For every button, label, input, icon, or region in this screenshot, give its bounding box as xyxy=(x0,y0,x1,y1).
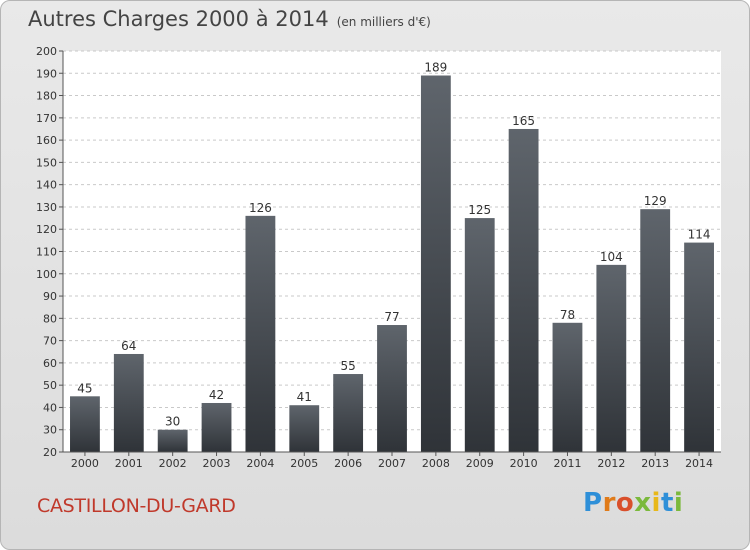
bar-2004 xyxy=(245,215,276,452)
y-tick-label: 160 xyxy=(36,134,57,147)
bar-2002 xyxy=(157,429,188,452)
data-label: 125 xyxy=(468,203,491,217)
x-tick-label: 2009 xyxy=(466,457,494,470)
x-tick-label: 2001 xyxy=(115,457,143,470)
bar-2000 xyxy=(70,396,100,452)
x-tick-label: 2002 xyxy=(159,457,187,470)
data-label: 104 xyxy=(600,250,623,264)
y-tick-label: 80 xyxy=(43,312,57,325)
bar-2010 xyxy=(508,128,539,452)
logo-letter: i xyxy=(673,488,684,518)
proxiti-logo: Proxiti xyxy=(583,488,683,518)
data-label: 114 xyxy=(688,228,711,242)
location-name: CASTILLON-DU-GARD xyxy=(37,495,236,517)
data-label: 55 xyxy=(340,359,355,373)
data-label: 30 xyxy=(165,415,180,429)
y-tick-label: 40 xyxy=(43,401,57,414)
data-label: 64 xyxy=(121,339,136,353)
logo-letter: r xyxy=(602,488,616,518)
y-tick-label: 180 xyxy=(36,90,57,103)
y-tick-label: 110 xyxy=(36,246,57,259)
y-tick-label: 130 xyxy=(36,201,57,214)
data-label: 42 xyxy=(209,388,224,402)
logo-letter: t xyxy=(660,488,674,518)
x-tick-label: 2012 xyxy=(597,457,625,470)
x-tick-label: 2006 xyxy=(334,457,362,470)
bars xyxy=(70,75,714,452)
x-tick-label: 2000 xyxy=(71,457,99,470)
data-label: 129 xyxy=(644,194,667,208)
bar-2009 xyxy=(464,218,495,452)
logo-letter: x xyxy=(634,488,652,518)
logo-letter: i xyxy=(651,488,661,518)
bar-2006 xyxy=(333,374,364,452)
data-label: 77 xyxy=(384,310,399,324)
y-tick-label: 20 xyxy=(43,446,57,459)
y-tick-label: 140 xyxy=(36,179,57,192)
data-label: 165 xyxy=(512,114,535,128)
x-tick-label: 2004 xyxy=(246,457,274,470)
y-tick-label: 90 xyxy=(43,290,57,303)
data-label: 126 xyxy=(249,201,272,215)
bar-2008 xyxy=(420,75,451,452)
x-tick-label: 2013 xyxy=(641,457,669,470)
x-tick-label: 2003 xyxy=(203,457,231,470)
data-label: 189 xyxy=(424,61,447,75)
y-tick-label: 100 xyxy=(36,268,57,281)
y-tick-label: 60 xyxy=(43,357,57,370)
y-tick-label: 30 xyxy=(43,424,57,437)
bar-2014 xyxy=(684,242,714,452)
bar-2003 xyxy=(201,402,232,452)
y-tick-label: 170 xyxy=(36,112,57,125)
bar-2005 xyxy=(289,405,320,452)
data-label: 78 xyxy=(560,308,575,322)
chart-title-text: Autres Charges 2000 à 2014 xyxy=(28,7,329,31)
y-tick-label: 50 xyxy=(43,379,57,392)
y-tick-label: 190 xyxy=(36,67,57,80)
chart-unit: (en milliers d'€) xyxy=(336,15,431,29)
logo-letter: P xyxy=(583,488,603,518)
bar-2007 xyxy=(377,325,407,452)
data-label: 45 xyxy=(77,381,92,395)
bar-2011 xyxy=(552,322,583,452)
y-axis-ticks: 20 30 40 50 60 70 80 90 100 110 120 130 140 150 160 170… xyxy=(36,45,64,459)
y-tick-label: 150 xyxy=(36,156,57,169)
x-tick-label: 2007 xyxy=(378,457,406,470)
y-tick-label: 70 xyxy=(43,335,57,348)
x-tick-label: 2010 xyxy=(510,457,538,470)
chart-title: Autres Charges 2000 à 2014 (en milliers d… xyxy=(28,7,431,31)
y-tick-label: 200 xyxy=(36,45,57,58)
bar-2001 xyxy=(113,353,144,452)
bar-2013 xyxy=(640,209,671,452)
x-tick-label: 2011 xyxy=(553,457,581,470)
x-axis-ticks: 2000 2001 2002 2003 2004 2005 2006 2007 2008 2009… xyxy=(63,451,721,470)
x-tick-label: 2008 xyxy=(422,457,450,470)
bar-2012 xyxy=(596,264,627,452)
x-tick-label: 2005 xyxy=(290,457,318,470)
y-tick-label: 120 xyxy=(36,223,57,236)
data-label: 41 xyxy=(297,390,312,404)
x-tick-label: 2014 xyxy=(685,457,713,470)
logo-letter: o xyxy=(615,488,635,518)
data-labels: 45 64 30 42 126 41 55 77 189 125 165 78 104 129 114 xyxy=(77,61,710,429)
